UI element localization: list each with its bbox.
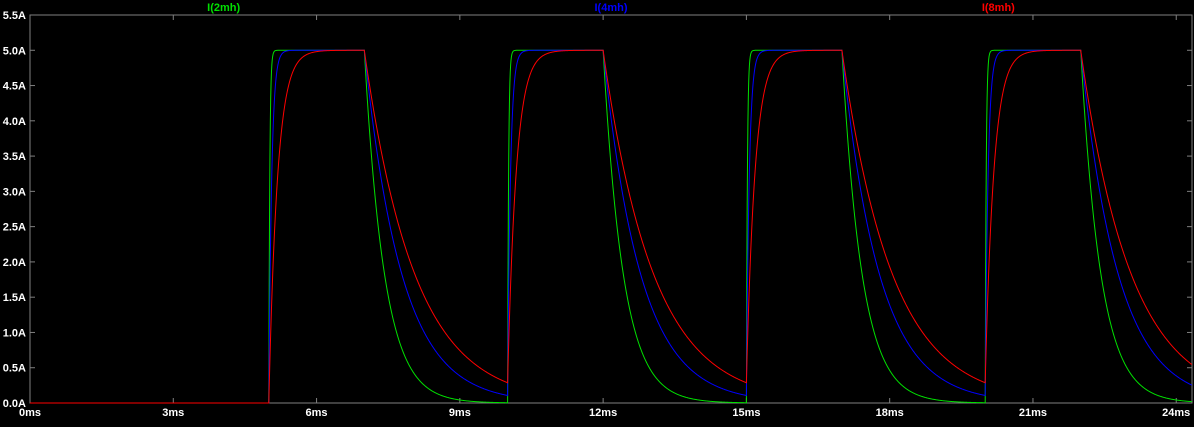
x-tick-label: 6ms — [306, 407, 328, 419]
y-tick-label: 0.5A — [3, 363, 26, 375]
y-tick-label: 1.5A — [3, 292, 26, 304]
trace-label-i8mh[interactable]: I(8mh) — [982, 2, 1015, 14]
y-tick-label: 5.5A — [3, 10, 26, 22]
x-tick-label: 24ms — [1162, 407, 1190, 419]
plot-border — [29, 14, 1193, 404]
x-tick-label: 9ms — [449, 407, 471, 419]
trace-i8mh[interactable] — [30, 49, 1193, 404]
y-tick-label: 4.0A — [3, 116, 26, 128]
y-tick-label: 3.5A — [3, 151, 26, 163]
x-tick-label: 21ms — [1019, 407, 1047, 419]
y-tick-label: 5.0A — [3, 45, 26, 57]
trace-label-i2mh[interactable]: I(2mh) — [207, 2, 240, 14]
y-tick-label: 0.0A — [3, 398, 26, 410]
y-tick-label: 3.0A — [3, 186, 26, 198]
x-tick-label: 18ms — [876, 407, 904, 419]
trace-label-i4mh[interactable]: I(4mh) — [595, 2, 628, 14]
x-tick-label: 15ms — [732, 407, 760, 419]
x-tick-label: 3ms — [162, 407, 184, 419]
x-tick-label: 12ms — [589, 407, 617, 419]
y-tick-label: 1.0A — [3, 327, 26, 339]
y-tick-label: 2.5A — [3, 222, 26, 234]
y-tick-label: 4.5A — [3, 81, 26, 93]
x-tick-label: 0ms — [19, 407, 41, 419]
y-tick-label: 2.0A — [3, 257, 26, 269]
